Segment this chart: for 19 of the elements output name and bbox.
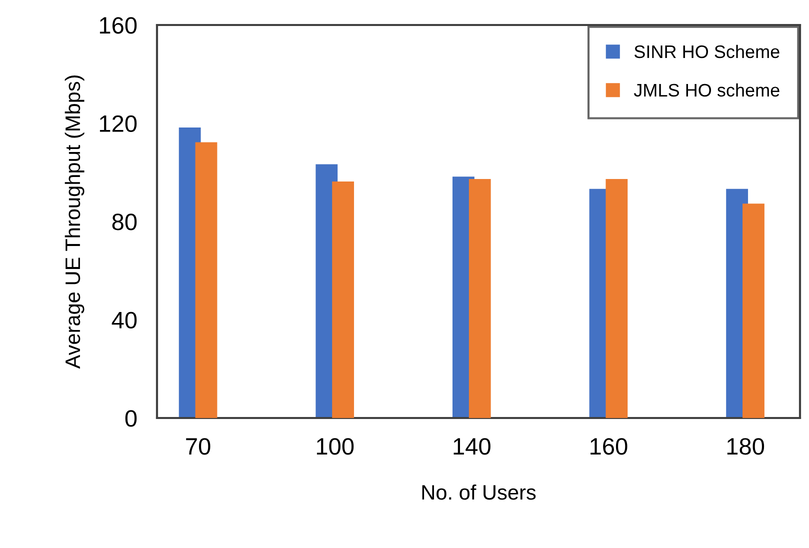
y-axis-title: Average UE Throughput (Mbps) (64, 76, 84, 369)
bar (195, 142, 218, 418)
y-tick-label: 40 (112, 312, 137, 329)
y-tick-label: 120 (100, 115, 137, 132)
bar (332, 182, 354, 418)
x-axis-title: No. of Users (422, 484, 536, 500)
legend-label: JMLS HO scheme (634, 83, 780, 97)
x-tick-label: 100 (316, 438, 354, 455)
x-tick-label: 70 (186, 438, 210, 455)
x-tick-label: 180 (727, 438, 764, 455)
y-tick-label: 160 (100, 17, 137, 34)
bar (468, 179, 491, 418)
bar (606, 179, 628, 418)
legend-label: SINR HO Scheme (634, 44, 780, 58)
x-tick-label: 160 (590, 438, 628, 455)
x-tick-label: 140 (454, 438, 490, 455)
y-tick-label: 0 (125, 410, 137, 427)
bar (742, 204, 764, 418)
y-tick-label: 80 (112, 214, 137, 230)
